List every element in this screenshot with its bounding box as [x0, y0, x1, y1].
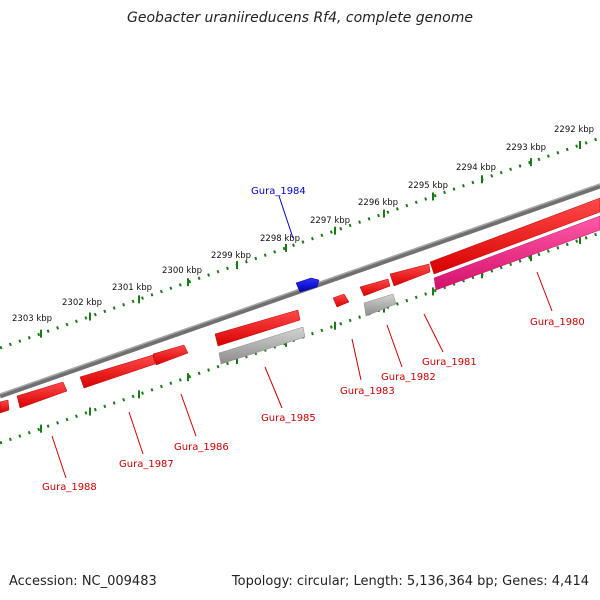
label-gura-1981: Gura_1981 [422, 357, 477, 368]
label-gura-1986: Gura_1986 [174, 442, 229, 453]
leader-gura-1982 [386, 324, 403, 368]
tick-label-2298: 2298 kbp [260, 234, 300, 244]
leader-gura-1980 [536, 271, 553, 312]
tick-label-2292: 2292 kbp [554, 125, 594, 135]
label-leader-lines [51, 195, 553, 479]
tick-label-2303: 2303 kbp [12, 314, 52, 324]
accession-text: Accession: NC_009483 [9, 574, 157, 589]
leader-gura-1983 [351, 338, 362, 381]
tick-labels: 2292 kbp 2293 kbp 2294 kbp 2295 kbp 2296… [12, 125, 594, 324]
tick-label-2296: 2296 kbp [358, 198, 398, 208]
gene-arrow-gura-1988 [16, 381, 68, 409]
tick-label-2297: 2297 kbp [310, 216, 350, 226]
tick-label-2302: 2302 kbp [62, 298, 102, 308]
tick-label-2294: 2294 kbp [456, 163, 496, 173]
secondary-strand-genes [218, 215, 600, 365]
leader-gura-1985 [264, 366, 283, 409]
gene-arrow-gura-1985 [218, 326, 306, 365]
forward-strand-genes [0, 197, 600, 414]
label-gura-1987: Gura_1987 [119, 459, 174, 470]
gene-arrow-gura-1980-upper [429, 197, 600, 275]
leader-gura-1981 [423, 313, 444, 353]
tick-label-2301: 2301 kbp [112, 283, 152, 293]
label-gura-1988: Gura_1988 [42, 482, 97, 493]
label-gura-1985: Gura_1985 [261, 413, 316, 424]
label-gura-1982: Gura_1982 [381, 372, 436, 383]
gene-labels: Gura_1984 Gura_1980 Gura_1981 Gura_1982 … [42, 186, 585, 493]
outer-major-ticks [40, 141, 581, 338]
tick-label-2299: 2299 kbp [211, 251, 251, 261]
gene-arrow-gura-1986 [152, 344, 189, 366]
gene-arrow-gura-1981 [389, 263, 431, 287]
leader-gura-1987 [128, 411, 144, 455]
gene-arrow-gura-1987 [79, 354, 156, 389]
gene-arrow-gura-1984 [295, 277, 320, 293]
gene-arrow-gura-1983 [332, 293, 350, 308]
label-gura-1984: Gura_1984 [251, 186, 306, 197]
gene-arrow-gura-1982 [363, 293, 397, 317]
leader-gura-1984 [278, 195, 294, 239]
gene-arrow-gura-1980 [433, 215, 600, 291]
leader-gura-1988 [51, 435, 67, 479]
gene-arrow-gura-1985-upper [214, 309, 301, 347]
label-gura-1980: Gura_1980 [530, 317, 585, 328]
leader-gura-1986 [180, 393, 197, 437]
gene-arrow-partial-left [0, 399, 10, 414]
label-gura-1983: Gura_1983 [340, 386, 395, 397]
figure-title: Geobacter uraniireducens Rf4, complete g… [127, 10, 473, 26]
tick-label-2293: 2293 kbp [506, 143, 546, 153]
tick-label-2295: 2295 kbp [408, 181, 448, 191]
gene-arrow-gura-1982-upper [359, 278, 391, 297]
tick-label-2300: 2300 kbp [162, 266, 202, 276]
genome-stats-text: Topology: circular; Length: 5,136,364 bp… [231, 574, 589, 589]
